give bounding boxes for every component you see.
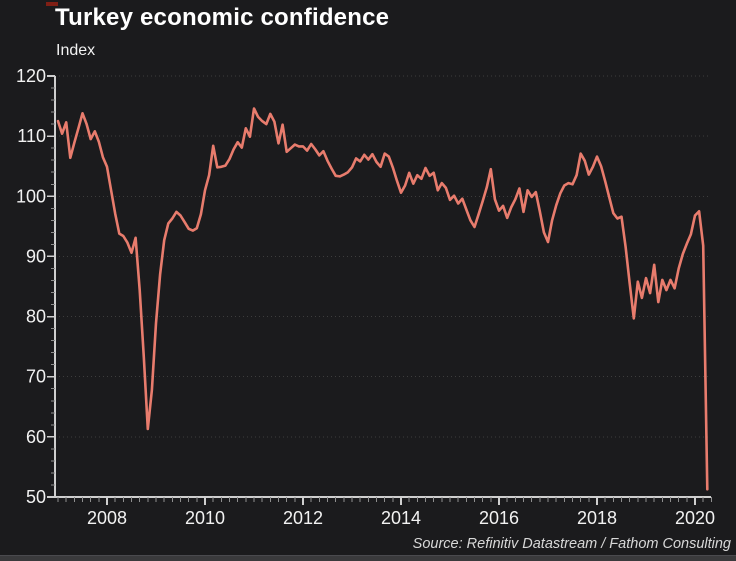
axis-tick-labels: 120 110 100 90 80 70 60 50 2008 2010 2012 2014 2016 2… [16, 66, 715, 528]
source-credit: Source: Refinitiv Datastream / Fathom Co… [412, 536, 731, 552]
x-tick-label: 2018 [577, 508, 617, 528]
y-tick-label: 110 [17, 126, 46, 146]
bottom-edge-strip [0, 555, 736, 561]
y-tick-label: 60 [26, 427, 46, 447]
axes [47, 75, 712, 505]
top-left-red-dash [46, 2, 58, 6]
x-tick-label: 2014 [381, 508, 421, 528]
y-tick-label: 90 [26, 246, 46, 266]
x-tick-label: 2008 [87, 508, 127, 528]
x-tick-label: 2010 [185, 508, 225, 528]
x-tick-label: 2020 [675, 508, 715, 528]
y-tick-label: 50 [26, 487, 46, 507]
y-tick-label: 100 [16, 186, 46, 206]
x-tick-label: 2012 [283, 508, 323, 528]
chart-title: Turkey economic confidence [55, 4, 390, 31]
confidence-line [56, 107, 709, 491]
y-tick-label: 80 [26, 307, 46, 327]
y-axis-unit-label: Index [56, 42, 96, 59]
y-tick-label: 70 [26, 367, 46, 387]
gridlines [55, 75, 711, 438]
y-tick-label: 120 [16, 66, 46, 86]
x-tick-label: 2016 [479, 508, 519, 528]
